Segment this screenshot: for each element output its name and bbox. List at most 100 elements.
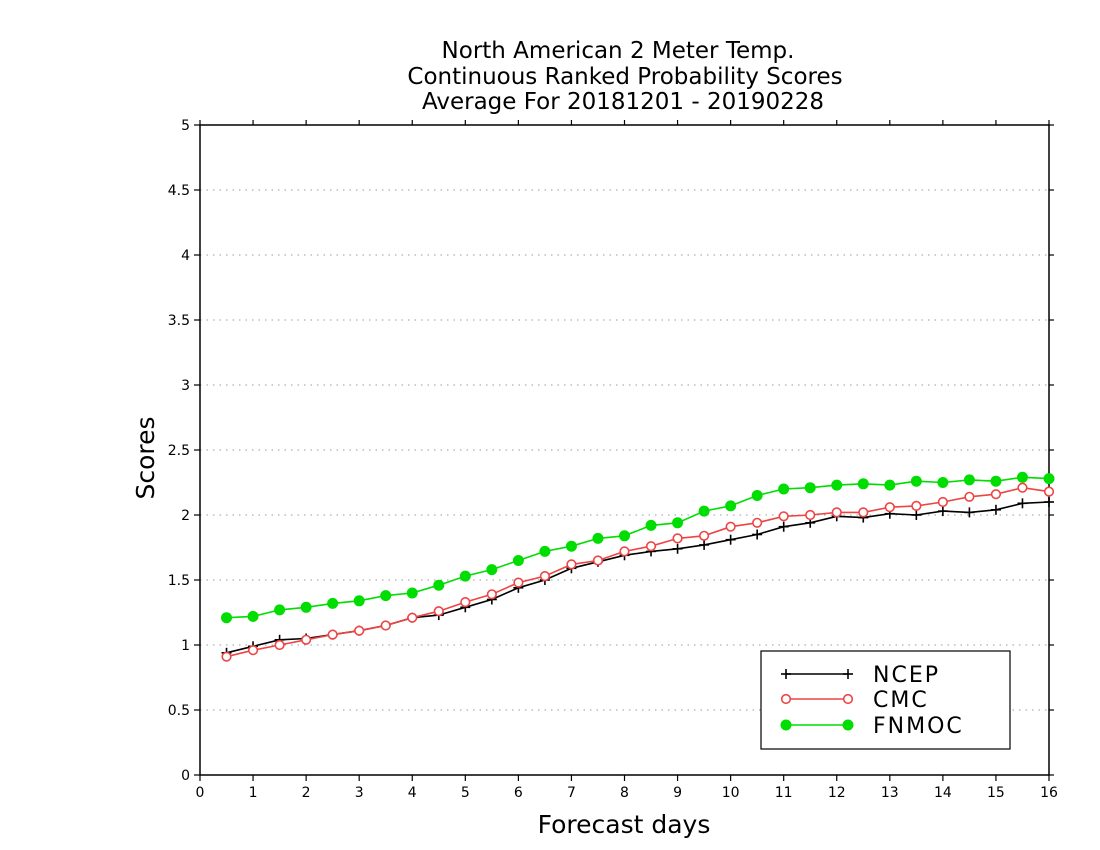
x-axis-title: Forecast days xyxy=(538,810,711,839)
data-point-fnmoc-20 xyxy=(751,490,763,501)
y-tick-label-7: 3.5 xyxy=(168,313,190,329)
data-point-fnmoc-0 xyxy=(221,612,233,624)
data-point-ncep-20 xyxy=(752,529,763,540)
data-point-cmc-0 xyxy=(221,651,232,662)
data-point-fnmoc-27 xyxy=(937,477,949,488)
data-point-ncep-18 xyxy=(699,539,710,550)
x-tick-label-0: 0 xyxy=(196,785,205,801)
x-tick-label-16: 16 xyxy=(1040,785,1058,801)
y-axis-ticks: 0 0.5 1 1.5 2 2.5 3 3.5 4 4.5 5 xyxy=(168,118,1054,784)
x-tick-label-13: 13 xyxy=(881,785,899,801)
data-point-cmc-7 xyxy=(407,612,418,623)
chart-title: North American 2 Meter Temp. Continuous … xyxy=(407,38,842,115)
data-point-cmc-3 xyxy=(301,634,312,645)
data-point-fnmoc-29 xyxy=(990,475,1002,487)
data-point-fnmoc-31 xyxy=(1043,473,1055,485)
data-point-cmc-29 xyxy=(990,489,1002,500)
legend-marker-right-cmc xyxy=(842,693,854,705)
legend-marker-left-ncep xyxy=(781,669,791,679)
data-point-cmc-8 xyxy=(433,606,444,617)
legend-marker-left-fnmoc xyxy=(780,719,792,731)
data-point-cmc-23 xyxy=(831,507,842,518)
data-point-fnmoc-18 xyxy=(698,505,710,517)
data-point-cmc-27 xyxy=(937,496,948,508)
data-point-fnmoc-21 xyxy=(778,483,790,495)
y-tick-label-2: 1 xyxy=(181,638,190,654)
title-line-2: Continuous Ranked Probability Scores xyxy=(407,64,842,90)
legend-item-fnmoc: FNMOC xyxy=(780,714,964,739)
title-line-1: North American 2 Meter Temp. xyxy=(442,38,795,64)
data-point-cmc-13 xyxy=(566,559,577,570)
data-point-cmc-18 xyxy=(698,530,710,541)
data-point-cmc-6 xyxy=(380,620,391,631)
data-point-cmc-11 xyxy=(513,577,524,588)
legend-marker-left-cmc xyxy=(780,693,792,705)
data-point-fnmoc-16 xyxy=(645,519,657,531)
data-point-cmc-26 xyxy=(911,500,922,512)
series-ncep xyxy=(221,497,1054,658)
data-point-cmc-25 xyxy=(884,502,895,513)
legend-label-cmc: CMC xyxy=(873,688,929,713)
data-point-cmc-2 xyxy=(274,639,285,651)
data-point-ncep-21 xyxy=(778,521,789,532)
series-fnmoc xyxy=(221,471,1055,624)
data-point-fnmoc-7 xyxy=(406,587,418,599)
series-line-fnmoc xyxy=(226,476,1050,619)
legend-label-ncep: NCEP xyxy=(873,663,940,688)
data-point-fnmoc-8 xyxy=(433,579,445,591)
y-tick-label-3: 1.5 xyxy=(168,573,190,589)
title-line-3: Average For 20181201 - 20190228 xyxy=(422,89,824,115)
series-cmc xyxy=(221,482,1055,662)
data-point-cmc-12 xyxy=(539,570,551,582)
data-point-fnmoc-1 xyxy=(247,610,259,622)
data-point-cmc-20 xyxy=(752,517,763,528)
data-point-fnmoc-24 xyxy=(857,478,869,490)
data-point-fnmoc-26 xyxy=(910,475,922,487)
data-point-cmc-10 xyxy=(486,589,497,600)
y-tick-label-5: 2.5 xyxy=(168,443,190,459)
x-tick-label-4: 4 xyxy=(408,785,417,801)
y-tick-label-0: 0 xyxy=(181,768,190,784)
series-lines xyxy=(221,471,1055,662)
data-point-cmc-24 xyxy=(858,507,869,518)
data-point-fnmoc-9 xyxy=(459,570,471,582)
data-point-fnmoc-22 xyxy=(804,482,816,494)
x-tick-label-6: 6 xyxy=(514,785,523,801)
data-point-fnmoc-4 xyxy=(327,597,339,609)
data-point-fnmoc-30 xyxy=(1016,471,1028,483)
data-point-ncep-27 xyxy=(937,506,948,517)
x-tick-label-3: 3 xyxy=(355,785,364,801)
data-point-fnmoc-5 xyxy=(353,595,365,607)
data-point-cmc-28 xyxy=(964,491,975,502)
x-tick-label-1: 1 xyxy=(249,785,258,801)
data-point-fnmoc-3 xyxy=(300,601,312,613)
data-point-cmc-9 xyxy=(460,596,471,608)
y-tick-label-9: 4.5 xyxy=(168,183,190,199)
data-point-cmc-4 xyxy=(327,629,338,640)
y-tick-label-4: 2 xyxy=(181,508,190,524)
data-point-cmc-16 xyxy=(645,541,657,552)
legend-label-fnmoc: FNMOC xyxy=(873,714,964,739)
data-point-fnmoc-2 xyxy=(274,604,286,616)
data-point-cmc-31 xyxy=(1043,486,1055,497)
x-tick-label-10: 10 xyxy=(722,785,740,801)
data-point-ncep-17 xyxy=(672,543,683,554)
data-point-cmc-5 xyxy=(354,625,365,636)
data-point-cmc-14 xyxy=(592,555,604,566)
series-line-ncep xyxy=(226,501,1050,654)
y-axis-title: Scores xyxy=(131,416,160,499)
x-tick-label-11: 11 xyxy=(775,785,793,801)
gridlines xyxy=(200,189,1049,711)
data-point-fnmoc-28 xyxy=(963,474,975,486)
x-tick-label-2: 2 xyxy=(302,785,311,801)
data-point-ncep-30 xyxy=(1017,498,1028,509)
data-point-cmc-19 xyxy=(725,521,736,532)
legend-item-ncep: NCEP xyxy=(781,663,940,688)
data-point-fnmoc-10 xyxy=(486,564,498,576)
y-tick-label-6: 3 xyxy=(181,378,190,394)
y-tick-label-1: 0.5 xyxy=(168,703,190,719)
data-point-cmc-15 xyxy=(619,546,630,557)
data-point-ncep-31 xyxy=(1044,497,1054,507)
